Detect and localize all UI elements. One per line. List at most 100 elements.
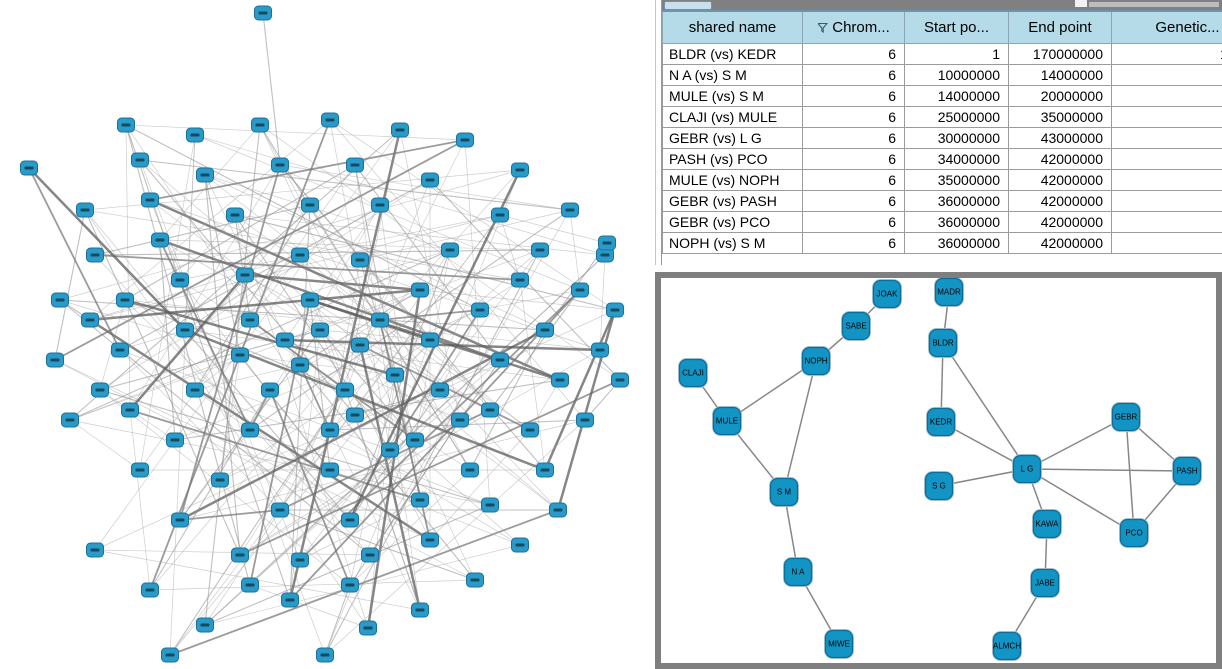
table-row[interactable]: N A (vs) S M610000000140000006.6: [662, 64, 1222, 86]
column-header-1[interactable]: Chrom...: [802, 10, 905, 44]
network-node-label: [540, 468, 550, 472]
sub-network-node-sabe[interactable]: SABE: [841, 311, 871, 341]
table-cell[interactable]: 9.9: [1111, 232, 1222, 254]
sub-network-node-bldr[interactable]: BLDR: [928, 328, 958, 358]
panel-tab[interactable]: [664, 1, 712, 10]
sub-network-edge[interactable]: [726, 360, 817, 422]
sub-network-edge[interactable]: [942, 342, 1028, 470]
horizontal-scrollbar[interactable]: [1089, 2, 1219, 7]
table-cell[interactable]: 42000000: [1008, 232, 1112, 254]
table-cell[interactable]: 36000000: [904, 211, 1009, 233]
sub-network-node-mule[interactable]: MULE: [712, 406, 742, 436]
sub-network-edge[interactable]: [1026, 468, 1188, 472]
sub-network-node-almch[interactable]: ALMCH: [992, 631, 1022, 661]
table-cell[interactable]: N A (vs) S M: [662, 64, 803, 86]
sub-network-node-miwe[interactable]: MIWE: [824, 629, 854, 659]
table-row[interactable]: PASH (vs) PCO6340000004200000011.4: [662, 148, 1222, 170]
table-cell[interactable]: 6: [802, 43, 905, 65]
sub-network-node-pco[interactable]: PCO: [1119, 518, 1149, 548]
table-cell[interactable]: MULE (vs) S M: [662, 85, 803, 107]
table-cell[interactable]: 8.9: [1111, 190, 1222, 212]
sub-network-node-joak[interactable]: JOAK: [872, 279, 902, 309]
table-cell[interactable]: 25000000: [904, 106, 1009, 128]
network-edge: [234, 214, 616, 311]
filter-funnel-icon[interactable]: [817, 20, 829, 37]
table-cell[interactable]: 6: [802, 148, 905, 170]
table-cell[interactable]: 10.5: [1111, 169, 1222, 191]
table-cell[interactable]: 16.9: [1111, 127, 1222, 149]
sub-network-node-s-g[interactable]: S G: [924, 471, 954, 501]
sub-network-canvas[interactable]: JOAK MADR SABE NOPH BLDR CLAJI MULE KEDR GEBR L G…: [661, 277, 1216, 663]
table-row[interactable]: GEBR (vs) PCO636000000420000008.4: [662, 211, 1222, 233]
table-cell[interactable]: 20000000: [1008, 85, 1112, 107]
sub-network-edge[interactable]: [1026, 416, 1127, 470]
table-cell[interactable]: 35000000: [904, 169, 1009, 191]
table-cell[interactable]: 43000000: [1008, 127, 1112, 149]
table-row[interactable]: MULE (vs) S M614000000200000007.5: [662, 85, 1222, 107]
table-cell[interactable]: 42000000: [1008, 211, 1112, 233]
column-header-4[interactable]: Genetic...: [1111, 10, 1222, 44]
table-cell[interactable]: 5.9: [1111, 106, 1222, 128]
column-header-3[interactable]: End point: [1008, 10, 1112, 44]
column-header-0[interactable]: shared name: [662, 10, 803, 44]
table-cell[interactable]: CLAJI (vs) MULE: [662, 106, 803, 128]
sub-network-edge[interactable]: [1026, 468, 1135, 534]
table-row[interactable]: GEBR (vs) PASH636000000420000008.9: [662, 190, 1222, 212]
table-cell[interactable]: 6: [802, 211, 905, 233]
table-cell[interactable]: GEBR (vs) PASH: [662, 190, 803, 212]
sub-network-node-gebr[interactable]: GEBR: [1111, 402, 1141, 432]
table-row[interactable]: BLDR (vs) KEDR61170000000192.0: [662, 43, 1222, 65]
table-row[interactable]: GEBR (vs) L G6300000004300000016.9: [662, 127, 1222, 149]
table-cell[interactable]: 6: [802, 64, 905, 86]
table-cell[interactable]: GEBR (vs) PCO: [662, 211, 803, 233]
table-cell[interactable]: MULE (vs) NOPH: [662, 169, 803, 191]
sub-network-node-kawa[interactable]: KAWA: [1032, 509, 1062, 539]
table-cell[interactable]: 42000000: [1008, 190, 1112, 212]
table-cell[interactable]: BLDR (vs) KEDR: [662, 43, 803, 65]
table-cell[interactable]: 6: [802, 85, 905, 107]
table-cell[interactable]: 36000000: [904, 232, 1009, 254]
table-cell[interactable]: 6: [802, 232, 905, 254]
table-cell[interactable]: 36000000: [904, 190, 1009, 212]
sub-network-edge[interactable]: [1125, 416, 1135, 534]
table-cell[interactable]: 14000000: [904, 85, 1009, 107]
table-cell[interactable]: PASH (vs) PCO: [662, 148, 803, 170]
table-cell[interactable]: 1: [904, 43, 1009, 65]
table-cell[interactable]: 6: [802, 106, 905, 128]
table-cell[interactable]: 6: [802, 190, 905, 212]
sub-network-node-pash[interactable]: PASH: [1172, 456, 1202, 486]
sub-network-edge[interactable]: [783, 360, 817, 493]
table-cell[interactable]: GEBR (vs) L G: [662, 127, 803, 149]
table-cell[interactable]: 8.4: [1111, 211, 1222, 233]
table-row[interactable]: CLAJI (vs) MULE625000000350000005.9: [662, 106, 1222, 128]
column-header-2[interactable]: Start po...: [904, 10, 1009, 44]
main-network-canvas[interactable]: [0, 0, 655, 669]
table-cell[interactable]: 14000000: [1008, 64, 1112, 86]
sub-network-node-n-a[interactable]: N A: [783, 557, 813, 587]
table-cell[interactable]: 34000000: [904, 148, 1009, 170]
sub-network-node-kedr[interactable]: KEDR: [926, 407, 956, 437]
table-row[interactable]: NOPH (vs) S M636000000420000009.9: [662, 232, 1222, 254]
table-cell[interactable]: 11.4: [1111, 148, 1222, 170]
table-cell[interactable]: 192.0: [1111, 43, 1222, 65]
table-cell[interactable]: 42000000: [1008, 148, 1112, 170]
sub-network-node-jabe[interactable]: JABE: [1030, 568, 1060, 598]
sub-network-node-noph[interactable]: NOPH: [801, 346, 831, 376]
sub-network-node-l-g[interactable]: L G: [1012, 454, 1042, 484]
table-cell[interactable]: NOPH (vs) S M: [662, 232, 803, 254]
sub-network-node-claji[interactable]: CLAJI: [678, 358, 708, 388]
table-row[interactable]: MULE (vs) NOPH6350000004200000010.5: [662, 169, 1222, 191]
sub-network-node-s-m[interactable]: S M: [769, 477, 799, 507]
table-cell[interactable]: 6: [802, 127, 905, 149]
table-cell[interactable]: 30000000: [904, 127, 1009, 149]
table-cell[interactable]: 170000000: [1008, 43, 1112, 65]
node-shape: [1032, 509, 1062, 539]
table-cell[interactable]: 6.6: [1111, 64, 1222, 86]
table-cell[interactable]: 42000000: [1008, 169, 1112, 191]
table-cell[interactable]: 6: [802, 169, 905, 191]
sub-network-node-madr[interactable]: MADR: [934, 277, 964, 307]
table-cell[interactable]: 10000000: [904, 64, 1009, 86]
table-cell[interactable]: 35000000: [1008, 106, 1112, 128]
table-cell[interactable]: 7.5: [1111, 85, 1222, 107]
network-edge: [124, 298, 396, 377]
